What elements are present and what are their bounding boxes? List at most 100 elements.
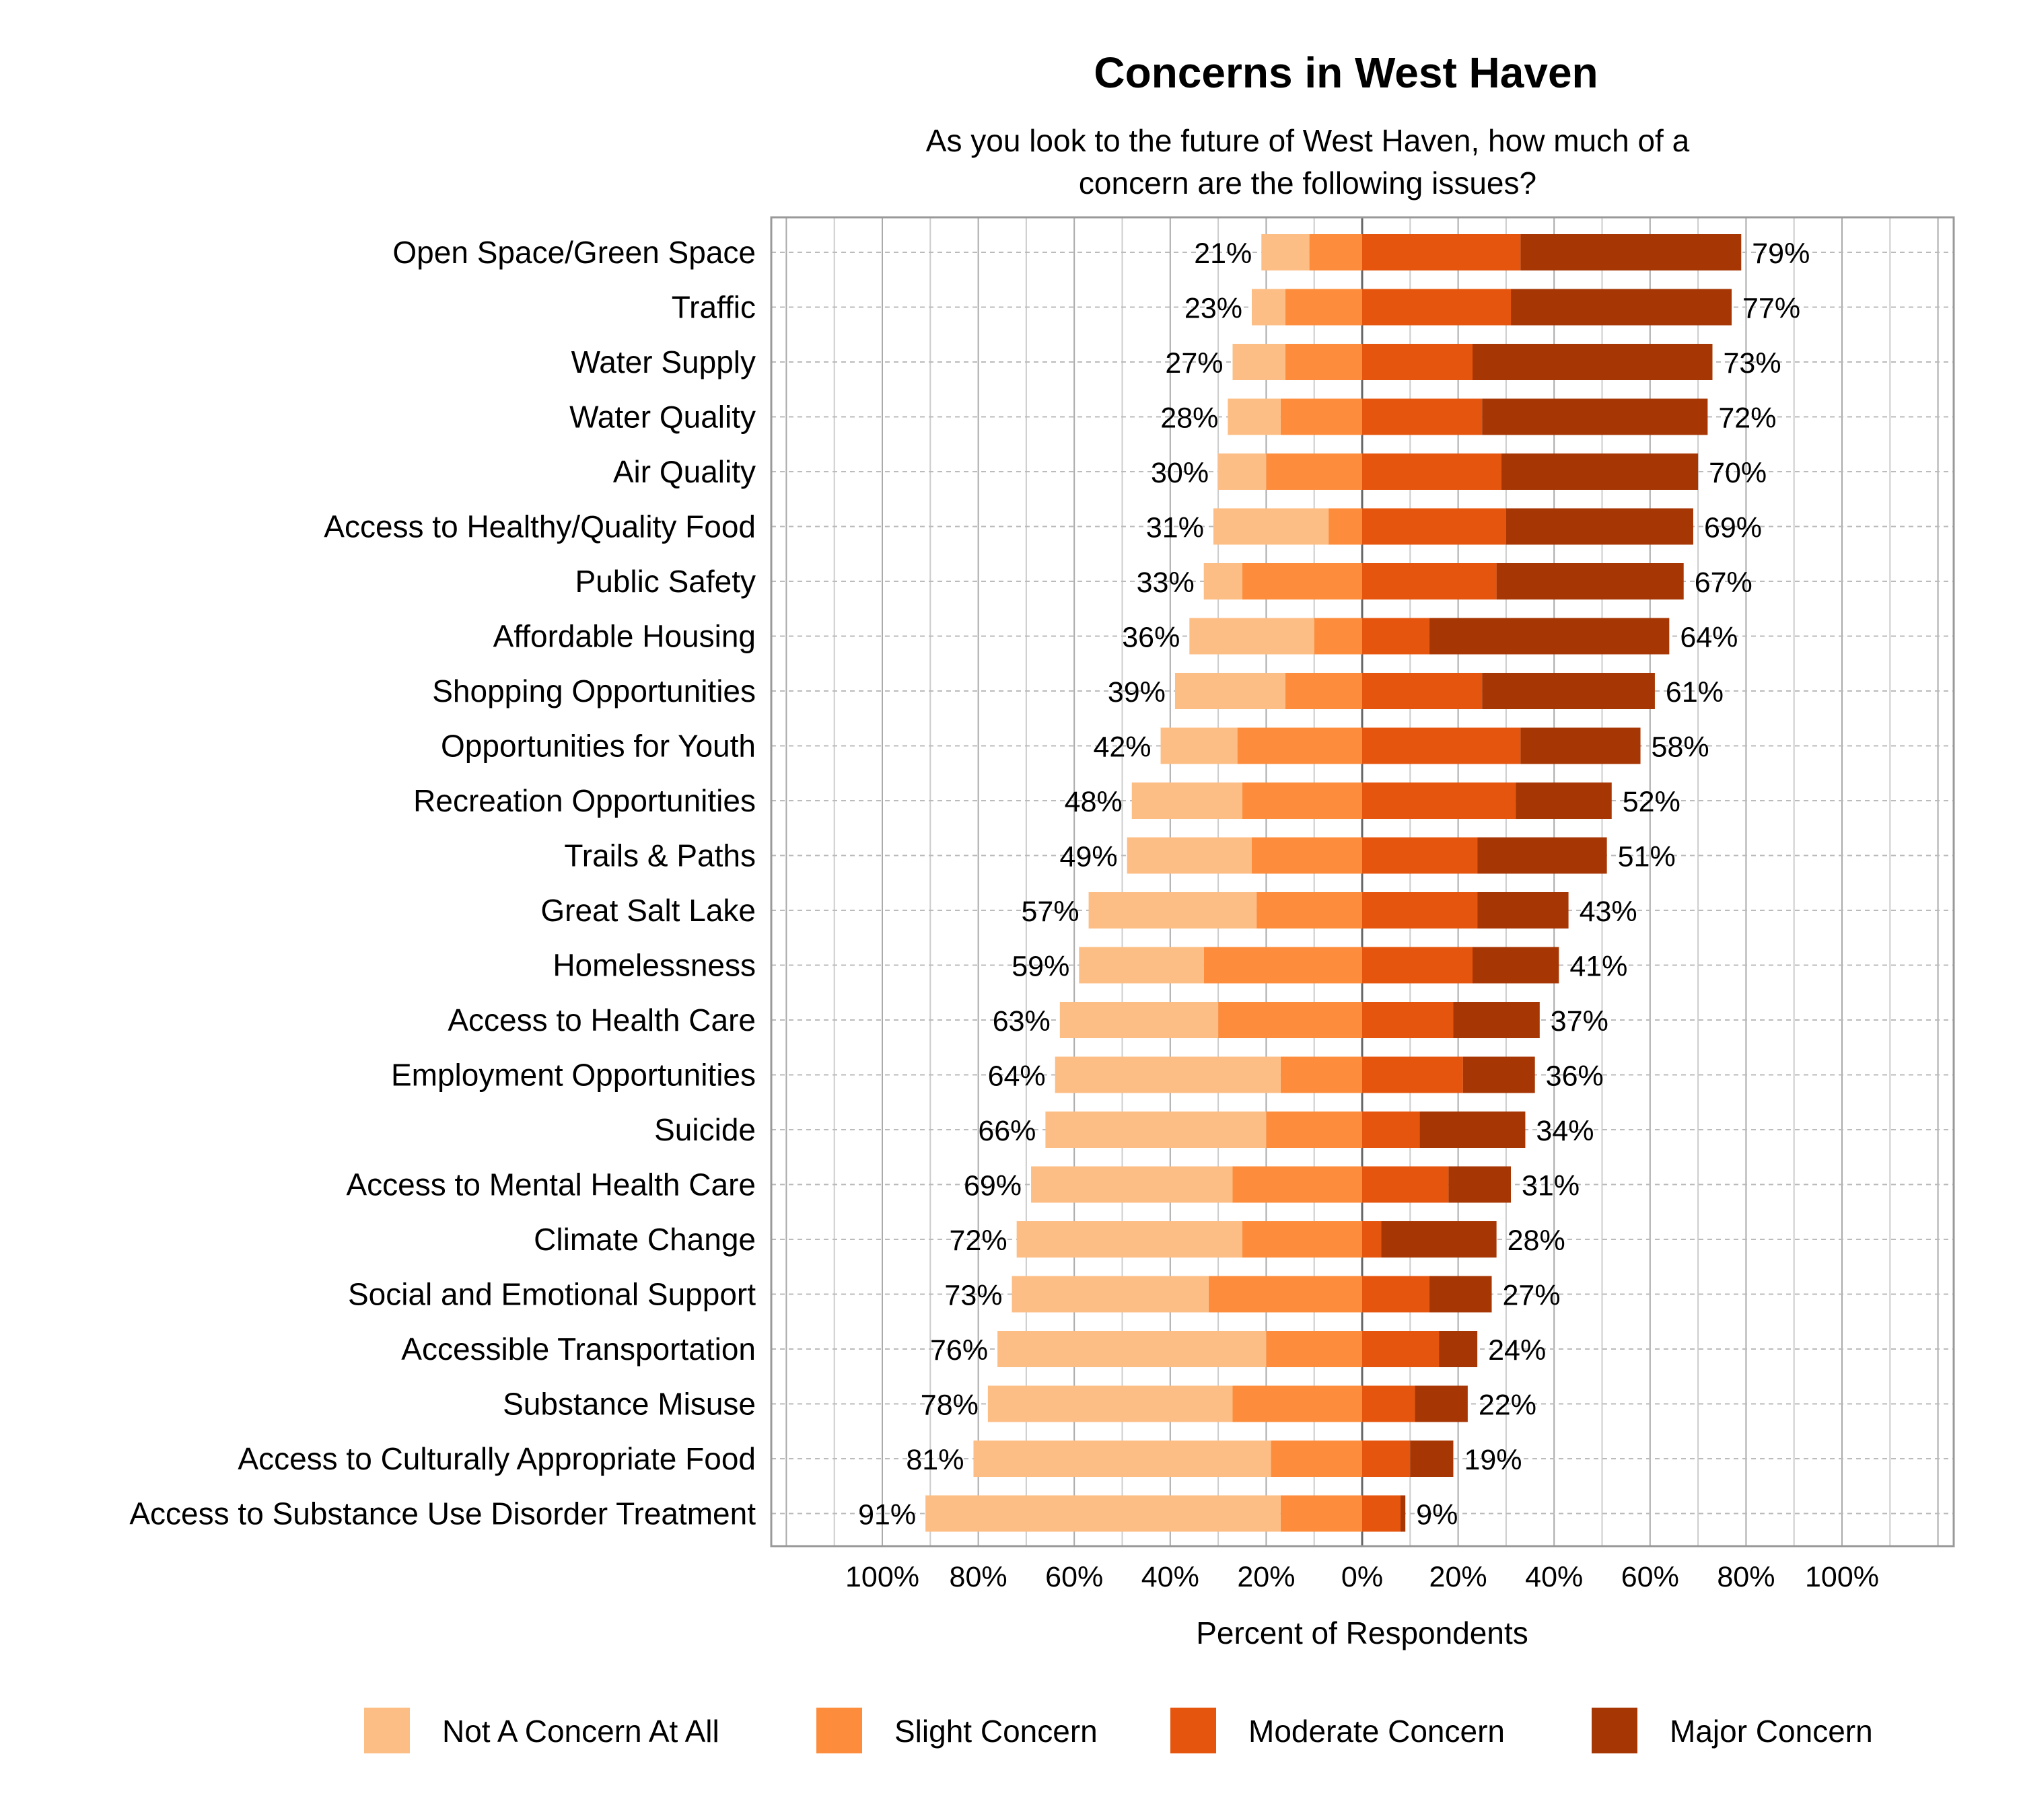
bar-major-concern xyxy=(1429,1276,1492,1313)
left-total-label: 39% xyxy=(1108,676,1166,708)
bar-major-concern xyxy=(1482,673,1655,709)
left-total-label: 73% xyxy=(944,1280,1002,1312)
category-label: Opportunities for Youth xyxy=(441,729,756,764)
bar-moderate-concern xyxy=(1362,398,1483,435)
right-total-label: 43% xyxy=(1580,896,1637,928)
right-total-label: 69% xyxy=(1704,512,1762,544)
bar-major-concern xyxy=(1477,837,1607,874)
bar-moderate-concern xyxy=(1362,947,1473,984)
bar-slight-concern xyxy=(1309,234,1362,270)
right-total-label: 77% xyxy=(1742,293,1800,325)
category-label: Shopping Opportunities xyxy=(432,674,756,708)
bar-slight-concern xyxy=(1329,508,1362,545)
left-total-label: 31% xyxy=(1146,512,1204,544)
bar-moderate-concern xyxy=(1362,1112,1420,1148)
right-total-label: 64% xyxy=(1680,622,1738,654)
labels: Open Space/Green Space 21% 79% Traffic 23% 77… xyxy=(129,235,1879,1593)
bar-not-a-concern xyxy=(1252,289,1285,326)
bar-slight-concern xyxy=(1271,1441,1362,1477)
bar-not-a-concern xyxy=(1261,234,1310,270)
left-total-label: 59% xyxy=(1012,951,1069,983)
left-total-label: 49% xyxy=(1060,841,1118,873)
bar-not-a-concern xyxy=(1213,508,1329,545)
bar-moderate-concern xyxy=(1362,782,1516,819)
left-total-label: 72% xyxy=(950,1225,1007,1257)
bar-major-concern xyxy=(1415,1385,1468,1422)
category-label: Access to Healthy/Quality Food xyxy=(324,509,756,544)
bar-moderate-concern xyxy=(1362,837,1478,874)
bar-not-a-concern xyxy=(1232,344,1285,380)
bar-moderate-concern xyxy=(1362,508,1506,545)
category-label: Trails & Paths xyxy=(564,838,756,873)
x-tick-label: 100% xyxy=(1805,1561,1879,1593)
category-label: Affordable Housing xyxy=(493,619,756,654)
category-label: Water Quality xyxy=(569,400,756,435)
bar-slight-concern xyxy=(1242,563,1362,599)
bar-not-a-concern xyxy=(1160,727,1238,764)
bar-major-concern xyxy=(1477,892,1569,929)
bar-not-a-concern xyxy=(1189,618,1314,655)
right-total-label: 79% xyxy=(1752,238,1810,270)
bar-not-a-concern xyxy=(1174,673,1285,709)
bar-moderate-concern xyxy=(1362,727,1521,764)
bar-not-a-concern xyxy=(1228,398,1281,435)
bar-not-a-concern xyxy=(987,1385,1233,1422)
right-total-label: 41% xyxy=(1569,951,1627,983)
right-total-label: 22% xyxy=(1479,1389,1536,1422)
bar-major-concern xyxy=(1381,1221,1497,1258)
legend-swatch xyxy=(1170,1708,1216,1753)
bar-moderate-concern xyxy=(1362,1276,1429,1313)
right-total-label: 9% xyxy=(1416,1499,1458,1531)
left-total-label: 23% xyxy=(1184,293,1242,325)
bar-major-concern xyxy=(1516,782,1612,819)
right-total-label: 67% xyxy=(1695,567,1752,599)
bar-slight-concern xyxy=(1266,453,1362,490)
bar-major-concern xyxy=(1448,1166,1512,1203)
bar-moderate-concern xyxy=(1362,673,1483,709)
bar-moderate-concern xyxy=(1362,1056,1463,1093)
plot-frame xyxy=(770,216,1955,1548)
legend-label: Moderate Concern xyxy=(1248,1714,1505,1749)
bar-major-concern xyxy=(1472,344,1713,380)
left-total-label: 33% xyxy=(1137,567,1195,599)
x-tick-label: 20% xyxy=(1429,1561,1487,1593)
category-label: Accessible Transportation xyxy=(401,1332,756,1367)
category-label: Homelessness xyxy=(553,948,756,983)
bar-not-a-concern xyxy=(1127,837,1252,874)
x-tick-label: 0% xyxy=(1341,1561,1383,1593)
bar-moderate-concern xyxy=(1362,1331,1440,1367)
bar-not-a-concern xyxy=(1203,563,1242,599)
left-total-label: 57% xyxy=(1022,896,1079,928)
bar-not-a-concern xyxy=(1045,1112,1267,1148)
left-total-label: 69% xyxy=(964,1170,1022,1202)
bar-major-concern xyxy=(1419,1112,1526,1148)
x-axis-label: Percent of Respondents xyxy=(1196,1615,1528,1650)
bar-major-concern xyxy=(1453,1002,1540,1038)
bar-slight-concern xyxy=(1314,618,1362,655)
bar-major-concern xyxy=(1429,618,1670,655)
bar-not-a-concern xyxy=(1055,1056,1281,1093)
bar-moderate-concern xyxy=(1362,563,1497,599)
bar-moderate-concern xyxy=(1362,234,1521,270)
bar-not-a-concern xyxy=(1016,1221,1242,1258)
bar-slight-concern xyxy=(1280,1495,1362,1532)
bar-slight-concern xyxy=(1285,344,1362,380)
bar-major-concern xyxy=(1482,398,1708,435)
bar-moderate-concern xyxy=(1362,453,1501,490)
legend-label: Not A Concern At All xyxy=(442,1714,719,1749)
chart-title: Concerns in West Haven xyxy=(1094,48,1598,97)
x-tick-label: 20% xyxy=(1237,1561,1295,1593)
bar-slight-concern xyxy=(1232,1385,1362,1422)
bar-not-a-concern xyxy=(973,1441,1271,1477)
legend: Not A Concern At All Slight Concern Modera… xyxy=(364,1708,1873,1753)
bar-major-concern xyxy=(1520,234,1742,270)
bar-slight-concern xyxy=(1266,1112,1362,1148)
bar-not-a-concern xyxy=(925,1495,1281,1532)
left-total-label: 28% xyxy=(1160,402,1218,435)
bar-not-a-concern xyxy=(997,1331,1267,1367)
category-label: Employment Opportunities xyxy=(391,1058,756,1093)
category-label: Recreation Opportunities xyxy=(413,783,756,818)
category-label: Air Quality xyxy=(613,454,756,489)
legend-label: Slight Concern xyxy=(894,1714,1098,1749)
x-tick-label: 40% xyxy=(1525,1561,1583,1593)
